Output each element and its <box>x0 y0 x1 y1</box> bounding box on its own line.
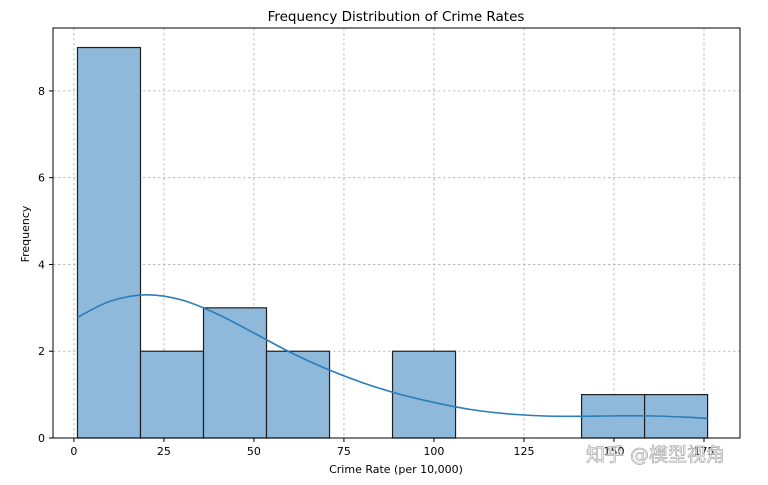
histogram-bar <box>139 350 205 439</box>
x-tick-label: 100 <box>423 445 444 458</box>
x-tick-label: 125 <box>513 445 534 458</box>
x-tick-label: 25 <box>157 445 171 458</box>
y-tick-label: 2 <box>38 345 45 358</box>
y-tick-label: 4 <box>38 258 45 271</box>
y-tick-label: 6 <box>38 172 45 185</box>
chart-title: Frequency Distribution of Crime Rates <box>268 9 525 25</box>
axis-ticks: 0 25 50 75 100 125 150 175 0 2 4 6 8 <box>38 85 714 458</box>
watermark-text: 知乎 @模型视角 <box>586 444 725 466</box>
plot-frame <box>52 27 741 439</box>
kde-curve <box>77 294 708 420</box>
x-tick-label: 150 <box>603 445 624 458</box>
x-tick-label: 0 <box>70 445 77 458</box>
histogram-bar <box>202 307 268 439</box>
x-tick-label: 175 <box>693 445 714 458</box>
y-tick-label: 0 <box>38 432 45 445</box>
y-axis-label: Frequency <box>19 205 32 262</box>
y-tick-label: 8 <box>38 85 45 98</box>
x-tick-label: 50 <box>247 445 261 458</box>
x-tick-label: 75 <box>337 445 351 458</box>
histogram-bar <box>265 350 331 439</box>
histogram-bar <box>76 46 142 439</box>
x-axis-label: Crime Rate (per 10,000) <box>329 463 463 476</box>
histogram-bars <box>76 46 709 439</box>
